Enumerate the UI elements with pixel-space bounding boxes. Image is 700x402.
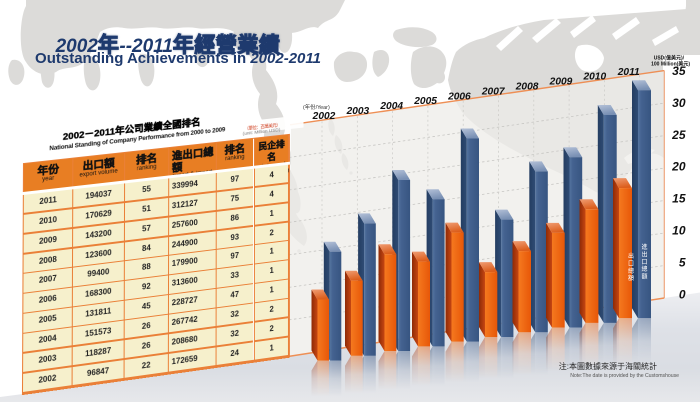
svg-text:15: 15 — [672, 192, 686, 206]
svg-text:2002: 2002 — [312, 111, 336, 122]
svg-text:5: 5 — [679, 255, 686, 269]
svg-text:10: 10 — [672, 224, 686, 238]
svg-text:2003: 2003 — [346, 106, 370, 117]
svg-text:2007: 2007 — [481, 86, 506, 97]
svg-text:總: 總 — [628, 267, 634, 275]
svg-text:100 Million(美元): 100 Million(美元) — [651, 61, 690, 68]
svg-text:30: 30 — [672, 96, 686, 110]
svg-text:2010: 2010 — [582, 72, 606, 83]
svg-text:2005: 2005 — [413, 96, 437, 107]
svg-text:出: 出 — [628, 252, 634, 260]
svg-text:額: 額 — [628, 274, 634, 282]
svg-text:口: 口 — [641, 259, 647, 266]
svg-text:2009: 2009 — [549, 77, 573, 88]
svg-text:2008: 2008 — [515, 82, 539, 93]
svg-text:20: 20 — [671, 160, 686, 174]
svg-text:USD(億美元)/: USD(億美元)/ — [654, 55, 685, 62]
svg-text:2006: 2006 — [447, 91, 471, 102]
svg-text:額: 額 — [641, 273, 647, 281]
svg-text:(年份/Year): (年份/Year) — [303, 103, 330, 111]
svg-text:25: 25 — [671, 128, 686, 142]
svg-text:進: 進 — [641, 243, 647, 251]
svg-text:2004: 2004 — [379, 101, 403, 112]
svg-text:總: 總 — [641, 265, 647, 273]
svg-text:出: 出 — [641, 250, 647, 258]
svg-text:口: 口 — [628, 260, 634, 267]
svg-text:2011: 2011 — [617, 67, 640, 78]
svg-text:35: 35 — [672, 64, 686, 78]
svg-text:0: 0 — [679, 287, 686, 301]
